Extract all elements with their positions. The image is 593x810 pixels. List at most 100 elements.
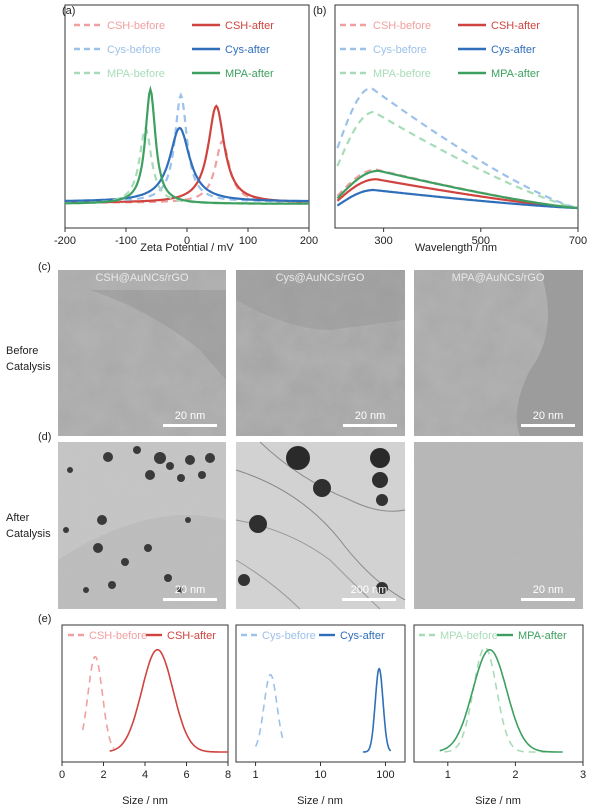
nanoparticle [164,574,172,582]
micrograph-cys-after: 200 nm [235,441,406,610]
legend-label-mpa-before: MPA-before [107,68,165,80]
nanoparticle [185,517,191,523]
x-tick-label: 100 [239,235,257,247]
row-label-before-line2: Catalysis [6,361,51,373]
scale-bar [163,424,217,427]
x-tick-label: 500 [472,235,490,247]
series-line-csh-before [82,655,115,749]
legend-label-csh-before: CSH-before [107,20,165,32]
nanoparticle [108,581,116,589]
chart-e3-frame [413,624,584,763]
chart-e2-series [254,667,392,753]
scale-bar-label: 20 nm [175,584,206,596]
legend-label-csh-after: CSH-after [167,630,216,642]
nanoparticle [93,543,103,553]
legend-label-cys-before: Cys-before [107,44,161,56]
chart-a-legend: CSH-before CSH-after Cys-before Cys-after MP… [74,20,274,80]
chart-e1-series [82,648,228,753]
nanoparticle [198,471,206,479]
nanoparticle [63,527,69,533]
nanoparticle [376,494,388,506]
nanoparticle [185,455,195,465]
series-line-csh-after [336,178,579,210]
nanoparticle [370,448,390,468]
chart-e1-x-ticks: 0 2 4 6 8 [59,762,231,781]
nanoparticle [144,544,152,552]
row-label-after-line2: Catalysis [6,528,51,540]
chart-e3-series [439,646,563,753]
nanoparticles [63,446,215,593]
chart-a-x-ticks: -200 -100 0 100 200 [54,228,318,247]
nanoparticle [121,558,129,566]
scale-bar-label: 20 nm [533,584,564,596]
nanoparticle [166,462,174,470]
scale-bar-label: 20 nm [355,410,386,422]
micrograph-csh-after: 20 nm [58,442,226,609]
nanoparticle [103,452,113,462]
nanoparticle [177,587,183,593]
chart-e2-x-axis-title: Size / nm [297,795,343,807]
chart-b-x-ticks: 300 500 700 [374,228,587,247]
size-distribution-cys: 1 10 100 Cys-before Cys-after Size / nm [235,624,406,807]
chart-b-x-axis-title: Wavelength / nm [415,242,497,254]
x-tick-label: 2 [512,769,518,781]
zeta-potential-chart: -200 -100 0 100 200 CSH-before CSH-after Cys-b… [54,4,318,254]
micrograph-caption-csh: CSH@AuNCs/rGO [95,272,189,284]
scale-bar [342,598,396,601]
x-tick-label: 4 [142,769,148,781]
series-line-cys-after [336,188,578,210]
x-tick-label: 1 [252,769,258,781]
panel-label-a: (a) [62,5,75,17]
nanoparticle [177,474,185,482]
nanoparticle [83,587,89,593]
chart-b-legend: CSH-before CSH-after Cys-before Cys-after MP… [340,20,540,80]
x-tick-label: 300 [374,235,392,247]
scale-bar [521,598,575,601]
chart-b-frame [334,4,579,229]
chart-e2-x-ticks: 1 10 100 [252,762,395,781]
x-tick-label: 1 [445,769,451,781]
x-tick-label: -200 [54,235,76,247]
scale-bar [521,424,575,427]
nanoparticle [313,479,331,497]
legend-label-csh-before: CSH-before [373,20,431,32]
x-tick-label: 200 [300,235,318,247]
legend-label-csh-after: CSH-after [491,20,540,32]
panel-label-b: (b) [313,5,326,17]
nanoparticle [145,470,155,480]
nanoparticle [97,515,107,525]
chart-a-series [65,85,310,205]
x-tick-label: 10 [314,769,326,781]
legend-label-cys-after: Cys-after [340,630,385,642]
x-tick-label: 8 [225,769,231,781]
scale-bar [343,424,397,427]
x-tick-label: 6 [183,769,189,781]
nanoparticle [67,467,73,473]
x-tick-label: 0 [184,235,190,247]
legend-label-cys-before: Cys-before [373,44,427,56]
legend-label-mpa-after: MPA-after [225,68,274,80]
series-line-cys-after [362,667,392,753]
x-tick-label: 2 [100,769,106,781]
chart-e3-x-axis-title: Size / nm [475,795,521,807]
size-distribution-mpa: 1 2 3 MPA-before MPA-after Size / nm [413,624,586,807]
nanoparticle [286,446,310,470]
panel-label-e: (e) [38,613,51,625]
chart-e3-x-ticks: 1 2 3 [445,762,586,781]
x-tick-label: 100 [376,769,394,781]
chart-a-x-axis-title: Zeta Potential / mV [140,242,234,254]
chart-e1-legend: CSH-before CSH-after [68,630,216,642]
nanoparticle [238,574,250,586]
scale-bar-label: 20 nm [533,410,564,422]
chart-e2-frame [235,624,406,763]
chart-e3-legend: MPA-before MPA-after [419,630,567,642]
x-tick-label: 0 [59,769,65,781]
series-line-mpa-before [444,646,546,753]
series-line-mpa-after [65,85,309,205]
panel-label-d: (d) [38,431,51,443]
series-line-mpa-after [336,169,579,210]
micrograph-mpa-after: 20 nm [414,442,583,609]
nanoparticle [205,453,215,463]
scale-bar [163,598,217,601]
